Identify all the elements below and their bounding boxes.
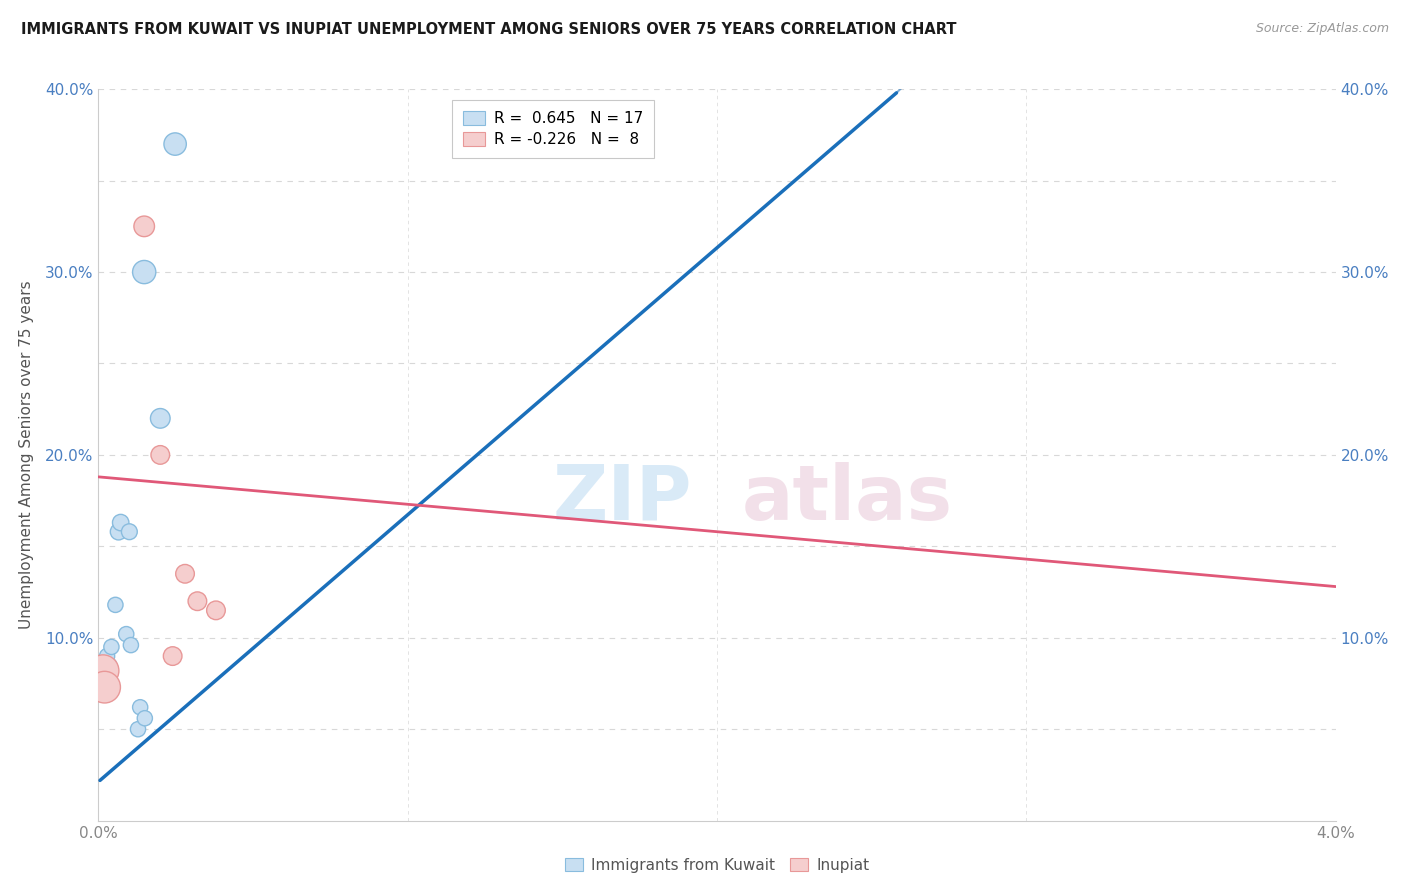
Point: [98, 658, 121, 673]
Point: [127, 723, 149, 737]
Y-axis label: Unemployment Among Seniors over 75 years: Unemployment Among Seniors over 75 years: [18, 281, 34, 629]
Point: [134, 219, 156, 234]
Point: [100, 640, 122, 654]
Point: [205, 603, 228, 617]
Point: [162, 649, 184, 664]
Point: [186, 594, 208, 608]
Text: Source: ZipAtlas.com: Source: ZipAtlas.com: [1256, 22, 1389, 36]
Point: [165, 136, 187, 151]
Point: [93, 680, 115, 694]
Point: [118, 524, 141, 539]
Point: [174, 566, 197, 581]
Point: [91, 678, 114, 692]
Point: [96, 667, 118, 681]
Text: atlas: atlas: [742, 462, 953, 536]
Point: [134, 265, 156, 279]
Point: [129, 700, 152, 714]
Point: [110, 516, 132, 530]
Point: [134, 711, 156, 725]
Point: [104, 598, 127, 612]
Point: [96, 649, 118, 664]
Point: [115, 627, 138, 641]
Point: [149, 411, 172, 425]
Point: [91, 664, 114, 678]
Text: ZIP: ZIP: [553, 462, 692, 536]
Text: IMMIGRANTS FROM KUWAIT VS INUPIAT UNEMPLOYMENT AMONG SENIORS OVER 75 YEARS CORRE: IMMIGRANTS FROM KUWAIT VS INUPIAT UNEMPL…: [21, 22, 956, 37]
Legend: R =  0.645   N = 17, R = -0.226   N =  8: R = 0.645 N = 17, R = -0.226 N = 8: [453, 101, 654, 158]
Point: [149, 448, 172, 462]
Point: [107, 524, 129, 539]
Point: [120, 638, 142, 652]
